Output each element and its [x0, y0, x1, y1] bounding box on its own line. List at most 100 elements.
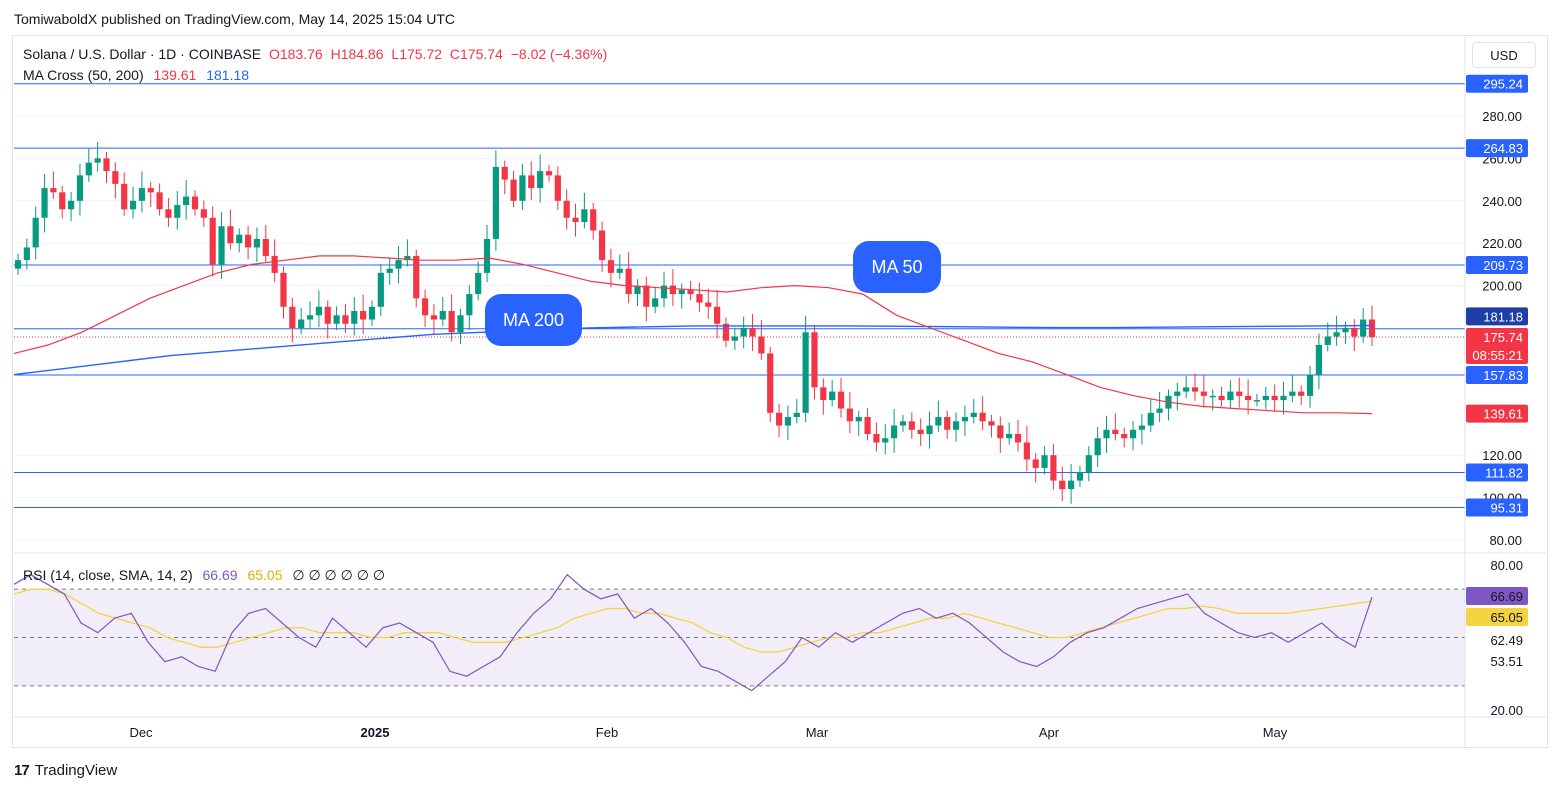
- candle-body: [1094, 438, 1101, 456]
- rsi-empty-values: ∅ ∅ ∅ ∅ ∅ ∅: [292, 567, 386, 583]
- price-axis-label: 220.00: [1482, 236, 1522, 251]
- indicator-name[interactable]: MA Cross (50, 200): [23, 67, 144, 83]
- candle-body: [1218, 395, 1225, 401]
- candle-body: [103, 158, 110, 172]
- price-badge-label: 111.82: [1485, 466, 1523, 481]
- candle-body: [227, 226, 234, 244]
- ohlc-high: H184.86: [330, 46, 384, 62]
- candle-body: [112, 171, 119, 184]
- rsi-name[interactable]: RSI (14, close, SMA, 14, 2): [23, 567, 193, 583]
- candle-body: [563, 200, 570, 218]
- candle-body: [209, 217, 216, 265]
- candle-body: [891, 425, 898, 439]
- candle-body: [793, 412, 800, 418]
- price-badge: [1466, 139, 1528, 158]
- rsi-legend[interactable]: RSI (14, close, SMA, 14, 2) 66.69 65.05 …: [23, 567, 391, 584]
- candle-body: [14, 260, 22, 269]
- candle-body: [377, 272, 384, 307]
- candle-body: [625, 268, 632, 295]
- rsi-axis-label: 66.69: [1490, 589, 1523, 604]
- candle-body: [59, 192, 66, 210]
- indicator-legend[interactable]: MA Cross (50, 200) 139.61 181.18: [23, 67, 255, 83]
- candle-body: [802, 332, 809, 413]
- candle-body: [368, 306, 376, 320]
- candle-body: [545, 171, 553, 176]
- candle-body: [775, 412, 783, 426]
- candle-body: [1262, 395, 1269, 401]
- ma50-callout: MA 50: [853, 241, 941, 293]
- price-axis-label: 280.00: [1482, 109, 1522, 124]
- candle-body: [1023, 442, 1030, 460]
- candle-body: [820, 387, 827, 401]
- candle-body: [652, 298, 659, 307]
- candle-body: [616, 268, 623, 273]
- candle-body: [244, 234, 252, 248]
- publisher-line: TomiwaboldX published on TradingView.com…: [14, 11, 455, 27]
- rsi-sma-legend-value: 65.05: [247, 567, 283, 583]
- candle-body: [873, 434, 880, 443]
- candle-body: [1342, 328, 1349, 333]
- price-badge-label: 295.24: [1483, 77, 1523, 92]
- candle-body: [94, 158, 101, 163]
- candle-body: [41, 188, 48, 218]
- candle-body: [1245, 395, 1252, 401]
- candle-body: [1280, 395, 1287, 401]
- candle-body: [882, 438, 889, 443]
- candle-body: [1085, 455, 1092, 473]
- candle-body: [289, 306, 296, 328]
- candle-body: [386, 268, 393, 273]
- candle-body: [200, 209, 207, 218]
- candle-body: [1360, 319, 1367, 337]
- candle-body: [76, 175, 84, 201]
- currency-button[interactable]: USD: [1472, 42, 1536, 68]
- rsi-axis-label: 80.00: [1490, 558, 1523, 573]
- candle-body: [404, 255, 411, 261]
- candle-body: [598, 230, 606, 261]
- rsi-axis-label: 53.51: [1490, 654, 1523, 669]
- candle-body: [457, 315, 464, 333]
- candle-body: [1200, 391, 1207, 396]
- rsi-badge: [1466, 587, 1528, 605]
- candle-body: [1191, 387, 1199, 392]
- candle-body: [23, 247, 30, 261]
- candle-body: [1183, 387, 1190, 392]
- symbol-title[interactable]: Solana / U.S. Dollar · 1D · COINBASE: [23, 46, 262, 62]
- candle-body: [899, 421, 907, 426]
- candle-body: [758, 336, 765, 354]
- price-badge: [1466, 255, 1528, 274]
- ohlc-low: L175.72: [391, 46, 443, 62]
- candle-body: [979, 412, 986, 422]
- candle-body: [1253, 400, 1261, 402]
- candle-body: [342, 315, 349, 324]
- candle-body: [448, 311, 455, 333]
- candle-body: [1076, 472, 1084, 481]
- candle-body: [572, 217, 579, 222]
- tradingview-footer[interactable]: 17 TradingView: [14, 762, 117, 779]
- price-badge-label: 08:55:21: [1472, 348, 1523, 363]
- candle-body: [85, 162, 92, 176]
- candle-body: [475, 272, 482, 295]
- candle-body: [705, 302, 712, 307]
- candle-body: [590, 209, 597, 231]
- candle-body: [510, 179, 517, 201]
- price-badge: [1466, 498, 1528, 517]
- price-badge: [1466, 328, 1528, 365]
- candle-body: [68, 200, 75, 210]
- candle-body: [952, 421, 960, 430]
- candle-body: [501, 166, 508, 180]
- candle-body: [528, 175, 535, 189]
- candle-body: [1236, 391, 1243, 396]
- rsi-badge: [1466, 608, 1528, 626]
- candle-body: [537, 171, 544, 189]
- price-badge: [1466, 307, 1528, 326]
- candle-body: [1068, 480, 1075, 490]
- price-badge-label: 157.83: [1483, 368, 1523, 383]
- candle-body: [767, 353, 774, 413]
- candle-body: [1147, 412, 1154, 426]
- ma200-callout: MA 200: [485, 294, 582, 346]
- price-badge: [1466, 366, 1528, 385]
- candle-body: [607, 260, 615, 273]
- candle-body: [1298, 391, 1305, 396]
- candle-body: [1315, 344, 1322, 375]
